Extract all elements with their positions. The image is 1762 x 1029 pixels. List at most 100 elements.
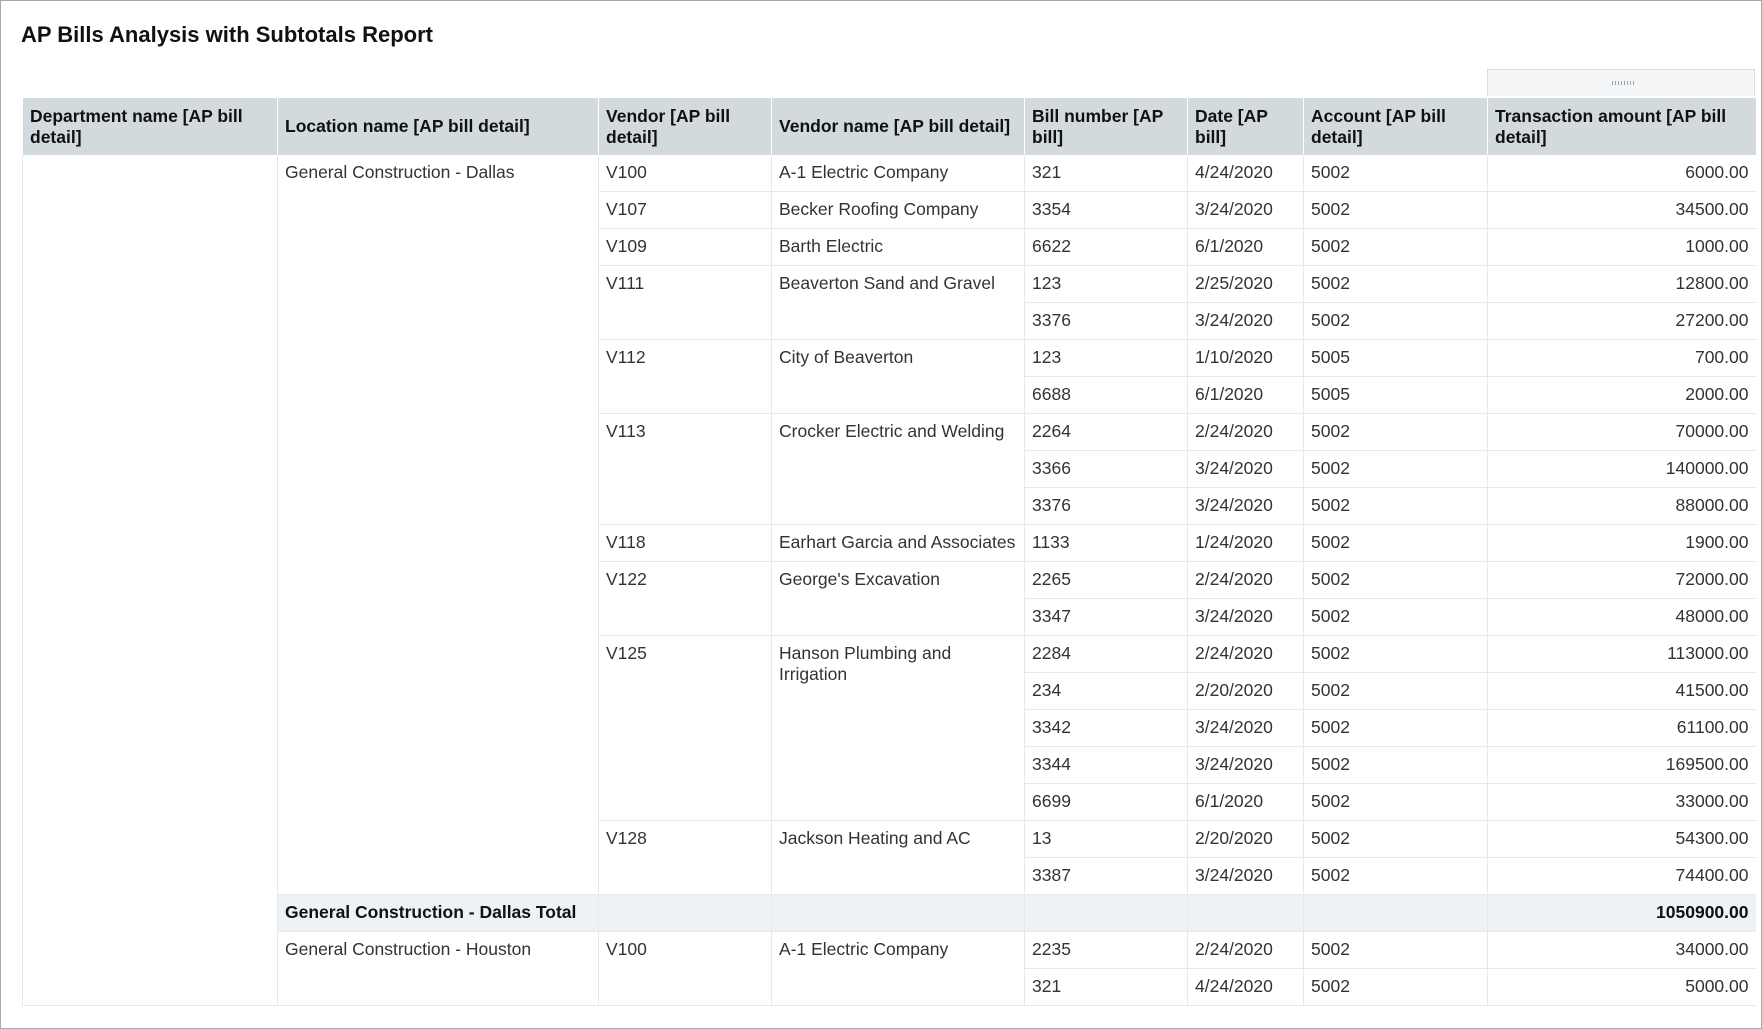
bill-number: 6699 bbox=[1024, 783, 1188, 821]
bill-row: 234 2/20/2020 5002 41500.00 bbox=[23, 672, 1756, 710]
vendor-name: Hanson Plumbing and Irrigation bbox=[771, 635, 1025, 821]
bill-date: 3/24/2020 bbox=[1187, 857, 1304, 895]
amount: 54300.00 bbox=[1487, 820, 1756, 858]
subtotal-blank bbox=[1024, 894, 1188, 932]
resize-handle[interactable] bbox=[1487, 69, 1755, 96]
account: 5002 bbox=[1303, 191, 1488, 229]
bill-row: 3347 3/24/2020 5002 48000.00 bbox=[23, 598, 1756, 636]
bill-date: 6/1/2020 bbox=[1187, 376, 1304, 414]
bill-date: 4/24/2020 bbox=[1187, 968, 1304, 1006]
bill-row: General Construction - Houston V100 A-1 El… bbox=[23, 931, 1756, 1006]
amount: 41500.00 bbox=[1487, 672, 1756, 710]
column-header: Account [AP bill detail] bbox=[1303, 98, 1488, 155]
bill-number: 3344 bbox=[1024, 746, 1188, 784]
bill-row: V113 Crocker Electric and Welding 2264 2/24… bbox=[23, 413, 1756, 525]
bill-number: 3376 bbox=[1024, 302, 1188, 340]
amount: 5000.00 bbox=[1487, 968, 1756, 1006]
bill-date: 6/1/2020 bbox=[1187, 228, 1304, 266]
subtotal-blank bbox=[598, 894, 772, 932]
amount: 1900.00 bbox=[1487, 524, 1756, 562]
bill-date: 3/24/2020 bbox=[1187, 450, 1304, 488]
bill-row: 6688 6/1/2020 5005 2000.00 bbox=[23, 376, 1756, 414]
report-table: Department name [AP bill detail] Location… bbox=[22, 98, 1756, 1006]
bill-number: 234 bbox=[1024, 672, 1188, 710]
bill-date: 3/24/2020 bbox=[1187, 598, 1304, 636]
account: 5002 bbox=[1303, 450, 1488, 488]
bill-row: V125 Hanson Plumbing and Irrigation 2284 2/… bbox=[23, 635, 1756, 821]
header-row: Department name [AP bill detail] Location… bbox=[22, 98, 1756, 155]
subtotal-label: General Construction - Dallas Total bbox=[277, 894, 599, 932]
bill-number: 3376 bbox=[1024, 487, 1188, 525]
account: 5002 bbox=[1303, 672, 1488, 710]
bill-number: 123 bbox=[1024, 339, 1188, 377]
bill-row: V118 Earhart Garcia and Associates 1133 1/2… bbox=[23, 524, 1756, 562]
bill-number: 321 bbox=[1024, 155, 1188, 192]
bill-number: 2284 bbox=[1024, 635, 1188, 673]
vendor-id: V111 bbox=[598, 265, 772, 340]
amount: 1000.00 bbox=[1487, 228, 1756, 266]
bill-date: 1/10/2020 bbox=[1187, 339, 1304, 377]
bill-number: 3354 bbox=[1024, 191, 1188, 229]
vendor-name: Beaverton Sand and Gravel bbox=[771, 265, 1025, 340]
amount: 169500.00 bbox=[1487, 746, 1756, 784]
subtotal-row: General Construction - Dallas Total 10509… bbox=[23, 894, 1756, 932]
amount: 27200.00 bbox=[1487, 302, 1756, 340]
report-title: AP Bills Analysis with Subtotals Report bbox=[21, 22, 433, 47]
account: 5002 bbox=[1303, 968, 1488, 1006]
vendor-id: V125 bbox=[598, 635, 772, 821]
vendor-name: Crocker Electric and Welding bbox=[771, 413, 1025, 525]
bill-row: V112 City of Beaverton 123 1/10/2020 5005 700… bbox=[23, 339, 1756, 414]
account: 5002 bbox=[1303, 413, 1488, 451]
bill-date: 2/25/2020 bbox=[1187, 265, 1304, 303]
bill-date: 2/24/2020 bbox=[1187, 931, 1304, 969]
bill-row: V111 Beaverton Sand and Gravel 123 2/25/202… bbox=[23, 265, 1756, 340]
bill-row: V128 Jackson Heating and AC 13 2/20/2020 500… bbox=[23, 820, 1756, 895]
bill-row: 3387 3/24/2020 5002 74400.00 bbox=[23, 857, 1756, 895]
account: 5002 bbox=[1303, 598, 1488, 636]
account: 5002 bbox=[1303, 857, 1488, 895]
vendor-id: V118 bbox=[598, 524, 772, 562]
vendor-id: V100 bbox=[598, 931, 772, 1006]
bill-row: 3344 3/24/2020 5002 169500.00 bbox=[23, 746, 1756, 784]
amount: 33000.00 bbox=[1487, 783, 1756, 821]
account: 5002 bbox=[1303, 931, 1488, 969]
bill-date: 3/24/2020 bbox=[1187, 746, 1304, 784]
vendor-id: V109 bbox=[598, 228, 772, 266]
vendor-name: A-1 Electric Company bbox=[771, 931, 1025, 1006]
column-header: Transaction amount [AP bill detail] bbox=[1487, 98, 1756, 155]
account: 5002 bbox=[1303, 709, 1488, 747]
bill-number: 3342 bbox=[1024, 709, 1188, 747]
bill-number: 1133 bbox=[1024, 524, 1188, 562]
account: 5005 bbox=[1303, 339, 1488, 377]
bill-date: 2/20/2020 bbox=[1187, 820, 1304, 858]
subtotal-blank bbox=[1187, 894, 1304, 932]
account: 5002 bbox=[1303, 302, 1488, 340]
vendor-name: City of Beaverton bbox=[771, 339, 1025, 414]
bill-date: 1/24/2020 bbox=[1187, 524, 1304, 562]
amount: 72000.00 bbox=[1487, 561, 1756, 599]
vendor-id: V100 bbox=[598, 155, 772, 192]
bill-date: 3/24/2020 bbox=[1187, 302, 1304, 340]
bill-row: 3376 3/24/2020 5002 27200.00 bbox=[23, 302, 1756, 340]
bill-row: 3376 3/24/2020 5002 88000.00 bbox=[23, 487, 1756, 525]
location-cell: General Construction - Dallas bbox=[277, 155, 599, 895]
amount: 61100.00 bbox=[1487, 709, 1756, 747]
bill-row: V109 Barth Electric 6622 6/1/2020 5002 1000.0… bbox=[23, 228, 1756, 266]
bill-number: 6688 bbox=[1024, 376, 1188, 414]
bill-row: 6699 6/1/2020 5002 33000.00 bbox=[23, 783, 1756, 821]
bill-date: 6/1/2020 bbox=[1187, 783, 1304, 821]
amount: 113000.00 bbox=[1487, 635, 1756, 673]
bill-row: 321 4/24/2020 5002 5000.00 bbox=[23, 968, 1756, 1006]
subtotal-blank bbox=[1303, 894, 1488, 932]
amount: 34500.00 bbox=[1487, 191, 1756, 229]
account: 5002 bbox=[1303, 820, 1488, 858]
bill-number: 321 bbox=[1024, 968, 1188, 1006]
account: 5002 bbox=[1303, 228, 1488, 266]
vendor-name: Earhart Garcia and Associates bbox=[771, 524, 1025, 562]
amount: 700.00 bbox=[1487, 339, 1756, 377]
account: 5005 bbox=[1303, 376, 1488, 414]
bill-row: V122 George's Excavation 2265 2/24/2020 5002… bbox=[23, 561, 1756, 636]
bill-row: General Construction - Dallas V100 A-1 Ele… bbox=[22, 155, 1756, 1006]
amount: 2000.00 bbox=[1487, 376, 1756, 414]
vendor-id: V122 bbox=[598, 561, 772, 636]
